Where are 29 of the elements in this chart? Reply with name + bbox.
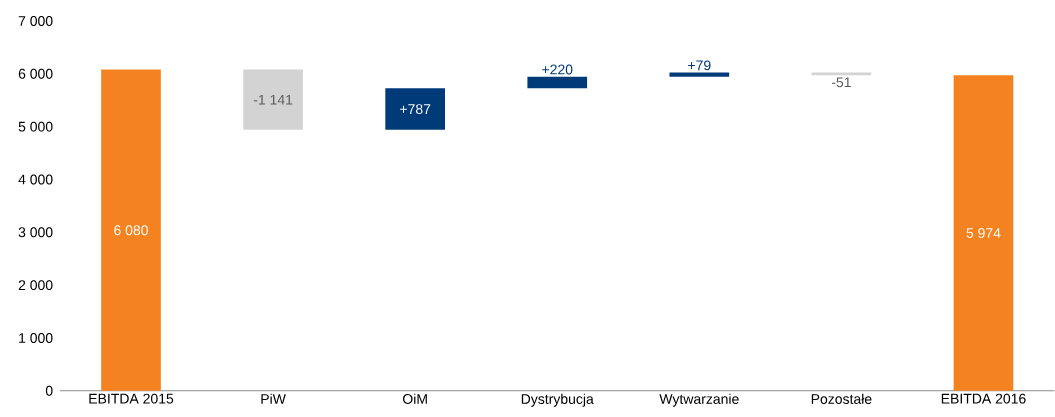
- y-tick-label: 3 000: [18, 227, 53, 238]
- y-tick-label: 7 000: [18, 16, 53, 27]
- data-label: +220: [542, 64, 573, 75]
- y-tick-label: 5 000: [18, 121, 53, 132]
- bar: [811, 72, 872, 76]
- data-label: 5 974: [966, 228, 1001, 239]
- bar: [953, 75, 1014, 391]
- bar: [243, 69, 303, 130]
- x-tick-label: Pozostałe: [811, 393, 872, 405]
- data-label: -1 141: [253, 95, 293, 105]
- bar: [669, 72, 730, 77]
- x-tick-label: PiW: [261, 393, 286, 404]
- x-tick-label: OiM: [403, 393, 427, 405]
- x-tick-label: EBITDA 2016: [941, 393, 1026, 404]
- x-tick-label: EBITDA 2015: [89, 393, 174, 404]
- y-tick-label: 2 000: [18, 280, 53, 291]
- bar: [385, 88, 445, 130]
- y-tick-label: 0: [45, 385, 53, 396]
- bar: [101, 69, 161, 391]
- data-label: +787: [400, 104, 431, 115]
- x-tick-label: Wytwarzanie: [659, 393, 739, 407]
- bar: [527, 76, 588, 89]
- y-tick-label: 6 000: [18, 68, 53, 79]
- x-tick-label: Dystrybucja: [521, 393, 594, 407]
- data-label: 6 080: [114, 225, 148, 236]
- data-label: -51: [831, 77, 851, 88]
- data-label: +79: [688, 60, 711, 71]
- y-tick-label: 1 000: [19, 333, 53, 344]
- y-tick-label: 4 000: [18, 174, 53, 185]
